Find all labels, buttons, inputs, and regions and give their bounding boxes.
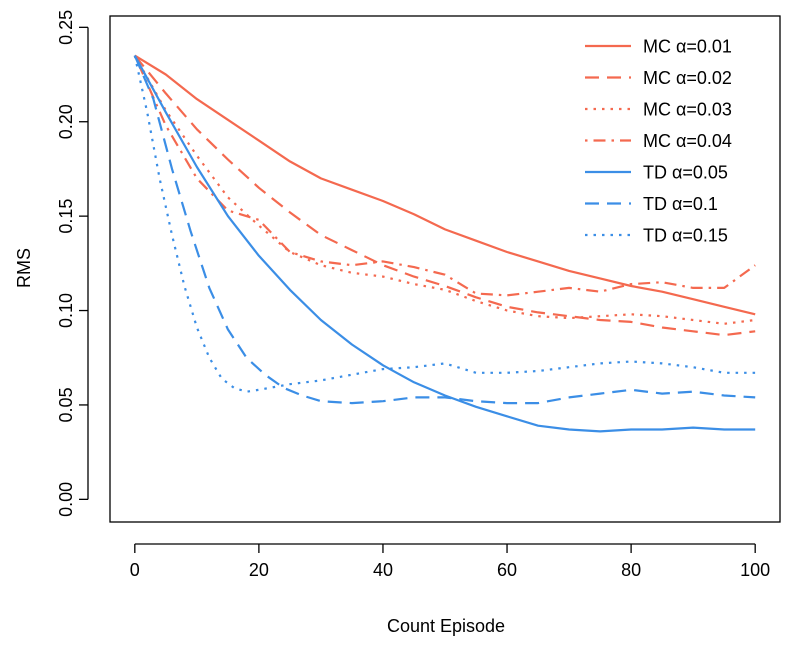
y-axis-title: RMS [14, 248, 34, 288]
legend: MC α=0.01 MC α=0.02 MC α=0.03 MC α=0.04 TD α… [585, 37, 732, 246]
legend-label-td-alpha-0-05: TD α=0.05 [643, 163, 728, 183]
series-line-mc-alpha-0-01 [134, 54, 756, 316]
x-tick-label: 60 [497, 560, 517, 580]
series-line-mc-alpha-0-03 [133, 55, 756, 325]
y-axis: 0.00 0.05 0.10 0.15 0.20 0.25 [56, 10, 89, 517]
plot-frame [109, 15, 781, 523]
y-tick-label: 0.05 [56, 387, 76, 422]
x-tick-label: 40 [373, 560, 393, 580]
legend-label-mc-alpha-0-03: MC α=0.03 [643, 100, 732, 120]
legend-label-mc-alpha-0-01: MC α=0.01 [643, 37, 732, 57]
y-tick-label: 0.20 [56, 104, 76, 139]
x-axis: 0 20 40 60 80 100 [130, 543, 770, 580]
y-tick-label: 0.10 [56, 293, 76, 328]
legend-label-td-alpha-0-15: TD α=0.15 [643, 226, 728, 246]
chart-marks [133, 54, 756, 433]
y-tick-label: 0.15 [56, 199, 76, 234]
series-line-td-alpha-0-1 [133, 55, 756, 405]
series-line-mc-alpha-0-04 [133, 55, 756, 297]
series-line-td-alpha-0-05 [133, 55, 756, 433]
x-axis-title: Count Episode [387, 616, 505, 636]
legend-label-td-alpha-0-1: TD α=0.1 [643, 194, 718, 214]
x-tick-label: 20 [249, 560, 269, 580]
legend-label-mc-alpha-0-04: MC α=0.04 [643, 131, 732, 151]
x-tick-label: 0 [130, 560, 140, 580]
y-tick-label: 0.00 [56, 482, 76, 517]
y-tick-label: 0.25 [56, 10, 76, 45]
series-line-mc-alpha-0-02 [133, 54, 756, 337]
legend-label-mc-alpha-0-02: MC α=0.02 [643, 68, 732, 88]
x-tick-label: 100 [740, 560, 770, 580]
x-tick-label: 80 [621, 560, 641, 580]
